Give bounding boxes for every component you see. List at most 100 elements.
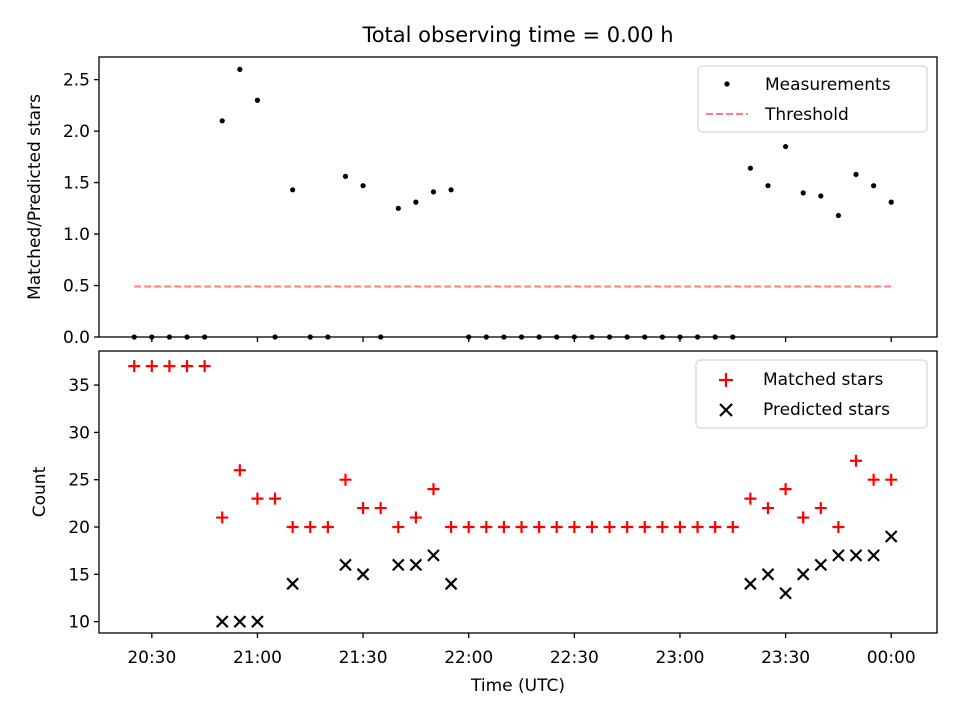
measurement-point — [800, 190, 806, 196]
matched-star-point — [339, 473, 352, 486]
bottom-y-tick-label: 30 — [68, 423, 90, 443]
top-panel: 0.0 0.5 1.0 1.5 2.0 2.5 Matched/Predicted sta… — [25, 56, 938, 348]
measurement-point — [342, 173, 349, 180]
measurement-point — [237, 66, 243, 72]
predicted-star-point — [233, 615, 247, 628]
measurement-point — [448, 187, 454, 193]
matched-star-point — [638, 521, 651, 534]
x-tick-label: 00:00 — [867, 648, 916, 668]
predicted-star-point — [761, 568, 775, 581]
measurement-point — [835, 212, 842, 219]
matched-star-point — [392, 521, 405, 534]
measurement-point — [413, 199, 419, 205]
matched-star-point — [304, 521, 317, 534]
predicted-star-point — [744, 577, 757, 591]
bottom-legend-box — [695, 359, 928, 429]
x-tick-label: 23:30 — [761, 648, 810, 668]
predicted-star-point — [339, 558, 352, 572]
matched-star-point — [568, 521, 581, 534]
matched-star-point — [797, 511, 810, 524]
bottom-y-tick-label: 10 — [68, 613, 90, 633]
bottom-plot-marks — [128, 360, 898, 628]
legend-predicted-label: Predicted stars — [763, 400, 890, 420]
predicted-star-point — [884, 530, 898, 543]
measurement-point — [360, 183, 366, 189]
matched-star-point — [850, 454, 863, 467]
predicted-star-point — [832, 549, 845, 562]
top-y-tick-label: 2.5 — [63, 71, 90, 91]
legend-measurements-marker — [724, 81, 730, 87]
predicted-star-point — [427, 549, 440, 562]
bottom-panel: 10 15 20 25 30 35 20:30 21:00 21:30 22:00 22:30 23… — [30, 350, 938, 696]
matched-star-point — [269, 492, 282, 505]
bottom-y-tick-label: 25 — [68, 471, 90, 491]
x-tick-label: 22:30 — [550, 648, 599, 668]
matched-star-point — [497, 521, 510, 534]
top-y-tick-label: 0.5 — [63, 277, 90, 297]
predicted-star-point — [356, 568, 370, 581]
matched-star-point — [409, 511, 422, 524]
bottom-y-tick-label: 35 — [68, 376, 90, 396]
matched-star-point — [726, 521, 739, 534]
top-axes-frame — [98, 56, 938, 338]
predicted-star-point — [849, 549, 863, 562]
measurement-point — [430, 189, 437, 195]
matched-star-point — [198, 360, 211, 373]
x-axis-label: Time (UTC) — [470, 676, 565, 696]
measurement-point — [888, 199, 894, 205]
matched-star-point — [128, 360, 141, 373]
matched-star-point — [321, 521, 334, 534]
predicted-star-point — [392, 558, 405, 572]
measurement-point — [818, 193, 824, 199]
top-y-tick-label: 1.5 — [63, 174, 90, 194]
top-y-ticks: 0.0 0.5 1.0 1.5 2.0 2.5 — [63, 71, 99, 348]
measurement-point — [853, 171, 859, 177]
matched-star-point — [251, 492, 264, 505]
top-legend: Measurements Threshold — [697, 65, 928, 133]
predicted-star-point — [867, 549, 880, 562]
x-tick-label: 21:30 — [339, 648, 388, 668]
matched-star-point — [603, 521, 616, 534]
legend-matched-label: Matched stars — [763, 370, 883, 390]
predicted-star-point — [779, 586, 792, 600]
matched-star-point — [867, 473, 880, 486]
matched-star-point — [163, 360, 176, 373]
matched-star-point — [691, 521, 704, 534]
x-tick-label: 23:00 — [655, 648, 704, 668]
matched-star-point — [374, 502, 387, 515]
figure-title: Total observing time = 0.00 h — [361, 23, 673, 47]
x-tick-label: 21:00 — [233, 648, 282, 668]
top-y-tick-label: 1.0 — [63, 225, 90, 245]
predicted-star-point — [796, 568, 810, 581]
predicted-star-point — [444, 577, 458, 591]
predicted-star-point — [814, 558, 828, 572]
matched-star-point — [585, 521, 598, 534]
bottom-y-ticks: 10 15 20 25 30 35 — [68, 376, 99, 633]
measurement-point — [782, 143, 789, 150]
measurement-point — [395, 205, 401, 211]
matched-star-point — [480, 521, 493, 534]
predicted-star-point — [215, 615, 229, 628]
measurement-point — [290, 187, 296, 193]
predicted-star-point — [251, 615, 264, 628]
top-y-axis-label: Matched/Predicted stars — [25, 94, 45, 300]
matched-star-point — [145, 360, 158, 373]
matched-star-point — [621, 521, 634, 534]
x-tick-label: 20:30 — [127, 648, 176, 668]
matched-star-point — [673, 521, 686, 534]
bottom-y-tick-label: 20 — [68, 518, 90, 538]
matched-star-point — [286, 521, 299, 534]
matched-star-point — [761, 502, 774, 515]
top-legend-box — [697, 65, 928, 133]
matched-star-point — [709, 521, 722, 534]
bottom-legend: Matched stars Predicted stars — [695, 359, 928, 429]
matched-star-point — [779, 483, 792, 496]
matched-star-point — [533, 521, 546, 534]
matched-star-point — [656, 521, 669, 534]
matched-star-point — [885, 473, 898, 486]
top-x-ticks — [151, 337, 892, 342]
predicted-star-point — [286, 577, 299, 591]
measurement-point — [871, 183, 877, 189]
matched-star-point — [814, 502, 827, 515]
